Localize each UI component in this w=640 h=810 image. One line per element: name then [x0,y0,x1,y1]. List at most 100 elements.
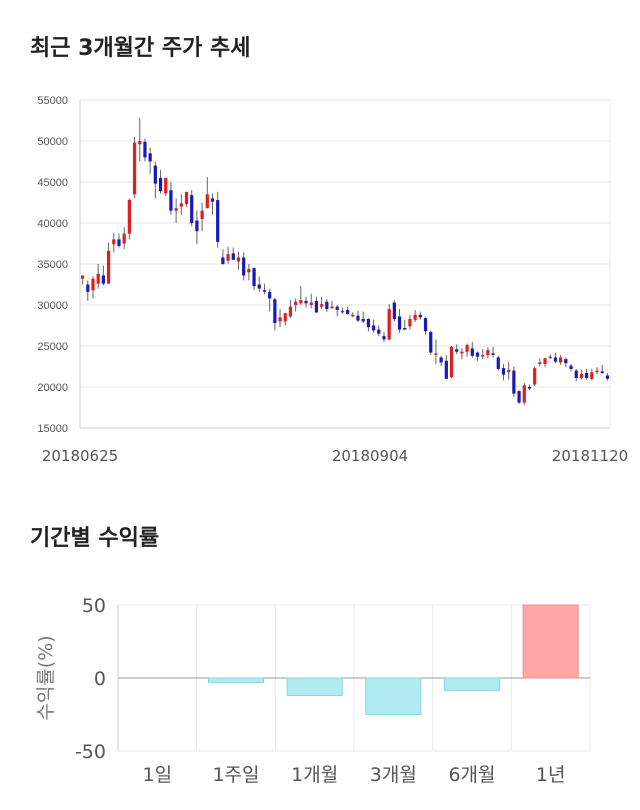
y-tick-label: 30000 [37,300,68,312]
candle-body [548,356,552,359]
y-tick-label: 55000 [37,95,68,107]
y-tick-label: 15000 [37,423,68,435]
candle-body [569,365,573,369]
candle-body [579,373,584,378]
candle-body [455,349,459,352]
candle-body [517,391,521,403]
candle-body [273,299,277,324]
candle-body [361,318,365,322]
candle-body [216,200,220,242]
candle-body [512,370,516,394]
candle-body [112,239,116,245]
y-tick-label: 50000 [37,136,68,148]
candle-body [184,191,189,205]
candle-body [392,302,396,319]
x-tick-label: 20180625 [42,447,118,465]
x-tick-label: 3개월 [370,764,417,786]
candle-body [564,359,568,364]
candle-chart-title: 최근 3개월간 주가 추세 [30,36,251,61]
return-bar [522,604,579,679]
y-tick-label: -50 [75,741,106,763]
candle-body [585,373,589,378]
candle-body [169,190,173,211]
candle-body [314,300,319,313]
y-tick-label: 50 [82,595,106,617]
candle-body [371,325,376,331]
candle-body [543,358,547,365]
candle-body [356,315,360,321]
return-bar [207,677,265,683]
candle-body [304,300,308,304]
candle-body [278,317,282,322]
candle-body [377,329,381,334]
candle-body [496,357,500,369]
candle-body [143,141,147,158]
candle-body [345,309,350,315]
candle-body [403,327,407,330]
candle-body [491,353,495,355]
candle-body [138,141,142,145]
candle-body [164,177,168,194]
candle-body [335,306,339,310]
candle-body [148,153,152,162]
candle-body [397,316,402,330]
candle-body [236,257,241,262]
candle-body [200,210,204,219]
candle-body [486,350,490,356]
candle-body [481,355,485,357]
candle-body [257,284,261,289]
candle-body [221,257,225,264]
candle-body [444,360,448,379]
candle-body [174,208,178,211]
candle-body [460,351,464,354]
candle-body [205,194,209,209]
candle-body [153,165,157,184]
y-axis-title: 수익률(%) [35,635,57,720]
candle-body [408,318,412,327]
candle-body [91,278,95,291]
candle-body [122,233,126,244]
candle-body [231,253,235,260]
candle-body [80,275,85,279]
x-tick-label: 1일 [143,764,173,786]
x-tick-label: 20181120 [552,447,628,465]
y-tick-label: 0 [94,668,106,690]
candle-body [242,257,246,276]
candle-body [382,336,386,340]
candle-body [210,198,215,202]
candle-body [252,268,256,287]
candle-body [351,314,355,317]
candle-body [299,300,303,304]
candle-body [86,284,90,292]
candle-body [465,345,469,352]
candle-body [475,352,480,357]
candle-body [449,346,454,378]
y-tick-label: 40000 [37,218,68,230]
candle-body [590,372,594,379]
candle-body [429,332,433,353]
x-tick-label: 1주일 [212,764,259,786]
candle-body [553,357,558,362]
candle-body [574,370,578,378]
candle-body [127,200,131,234]
candle-body [325,301,329,310]
candle-body [190,195,194,223]
x-tick-label: 1개월 [291,764,338,786]
x-tick-label: 1년 [536,764,566,786]
candle-body [309,302,313,305]
candle-body [247,268,251,273]
candle-body [501,368,506,375]
candle-body [106,250,111,284]
candle-body [366,318,370,328]
candle-body [507,369,511,373]
y-tick-label: 20000 [37,382,68,394]
candlestick-chart: 15000 20000 25000 30000 35000 40000 45000 50000… [37,95,628,465]
candle-body [340,310,345,313]
candle-body [559,357,563,363]
candle-body [330,306,334,309]
candle-body [538,362,542,365]
candle-body [423,318,428,332]
y-tick-label: 35000 [37,259,68,271]
candle-body [101,275,105,284]
